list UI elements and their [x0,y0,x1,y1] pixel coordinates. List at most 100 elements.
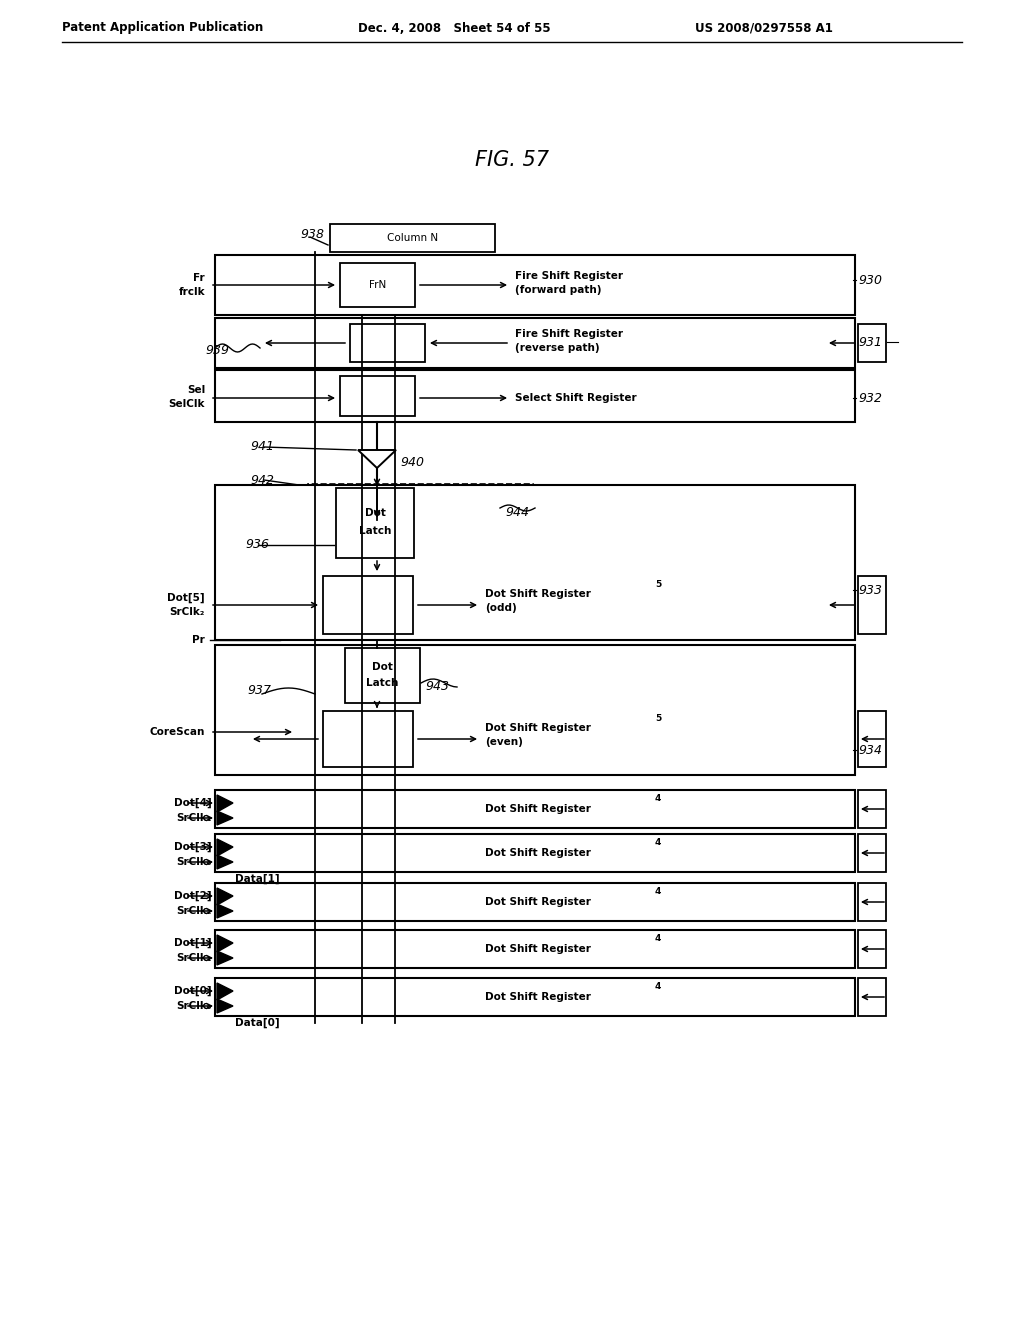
Text: US 2008/0297558 A1: US 2008/0297558 A1 [695,21,833,34]
Text: SrClk₀: SrClk₀ [176,857,212,867]
Text: 931: 931 [858,335,882,348]
Bar [215,789,855,828]
Text: 934: 934 [858,743,882,756]
Polygon shape [217,950,233,965]
Bar [858,711,886,767]
Text: Select Shift Register: Select Shift Register [515,393,637,403]
Bar [215,978,855,1016]
Bar [340,376,415,416]
Bar [308,484,534,618]
Text: 4: 4 [655,838,662,847]
Text: SrClk₀: SrClk₀ [176,1001,212,1011]
Text: 938: 938 [300,228,324,242]
Text: 4: 4 [655,935,662,942]
Bar [336,488,414,558]
Polygon shape [217,795,233,812]
Text: 933: 933 [858,583,882,597]
Text: (odd): (odd) [485,603,517,612]
Text: Dot Shift Register: Dot Shift Register [485,898,591,907]
Text: Pr: Pr [193,635,205,645]
Text: FrN: FrN [369,280,386,290]
Text: SrClk₁: SrClk₁ [176,953,212,964]
Polygon shape [217,888,233,906]
Text: Dot[5]: Dot[5] [167,593,205,603]
Text: Fire Shift Register: Fire Shift Register [515,271,623,281]
Text: Dot[1]: Dot[1] [174,939,212,948]
Text: CoreScan: CoreScan [150,727,205,737]
Text: 932: 932 [858,392,882,404]
Bar [215,318,855,368]
Bar [215,484,855,640]
Text: Dot[4]: Dot[4] [174,797,212,808]
Text: Dot[0]: Dot[0] [174,986,212,997]
Text: Dot Shift Register: Dot Shift Register [485,589,591,599]
Text: SrClk₁: SrClk₁ [176,813,212,822]
Polygon shape [217,935,233,952]
Bar [345,648,420,704]
Text: Dot Shift Register: Dot Shift Register [485,847,591,858]
Text: Fr: Fr [194,273,205,282]
Polygon shape [217,810,233,825]
Text: Dot[2]: Dot[2] [174,891,212,902]
Polygon shape [217,999,233,1012]
Polygon shape [217,855,233,869]
Bar [323,576,413,634]
Bar [340,263,415,308]
Text: Dec. 4, 2008   Sheet 54 of 55: Dec. 4, 2008 Sheet 54 of 55 [358,21,551,34]
Text: Latch: Latch [367,678,398,689]
Text: Column N: Column N [387,234,438,243]
Bar [858,978,886,1016]
Text: (forward path): (forward path) [515,285,601,294]
Text: Fire Shift Register: Fire Shift Register [515,329,623,339]
Text: Dot Shift Register: Dot Shift Register [485,944,591,954]
Text: Data[1]: Data[1] [234,874,280,884]
Bar [215,370,855,422]
Text: 4: 4 [655,887,662,896]
Text: 944: 944 [505,506,529,519]
Text: Dot: Dot [372,661,393,672]
Bar [350,323,425,362]
Text: Dot[3]: Dot[3] [174,842,212,853]
Bar [858,834,886,873]
Bar [215,883,855,921]
Text: Patent Application Publication: Patent Application Publication [62,21,263,34]
Polygon shape [358,450,396,469]
Text: 943: 943 [425,681,449,693]
Bar [330,224,495,252]
Polygon shape [217,983,233,1001]
Bar [858,883,886,921]
Text: 4: 4 [655,982,662,991]
Text: Data[0]: Data[0] [234,1018,280,1028]
Text: Dot Shift Register: Dot Shift Register [485,993,591,1002]
Bar [215,645,855,775]
Text: 5: 5 [655,714,662,723]
Bar [323,711,413,767]
Text: SelClk: SelClk [169,399,205,409]
Text: 4: 4 [655,795,662,803]
Text: SrClk₂: SrClk₂ [170,607,205,616]
Text: 942: 942 [250,474,274,487]
Text: frclk: frclk [178,286,205,297]
Text: Dot Shift Register: Dot Shift Register [485,723,591,733]
Polygon shape [217,904,233,917]
Bar [215,931,855,968]
Bar [215,255,855,315]
Text: Dot: Dot [365,508,385,517]
Text: 939: 939 [205,343,229,356]
Text: 941: 941 [250,441,274,454]
Text: 930: 930 [858,273,882,286]
Bar [215,834,855,873]
Text: Latch: Latch [358,525,391,536]
Text: FIG. 57: FIG. 57 [475,150,549,170]
Text: Dot Shift Register: Dot Shift Register [485,804,591,814]
Bar [858,789,886,828]
Text: 936: 936 [245,539,269,552]
Bar [858,323,886,362]
Bar [858,576,886,634]
Text: Sel: Sel [186,385,205,395]
Text: SrClk₂: SrClk₂ [176,906,212,916]
Polygon shape [217,840,233,855]
Bar [858,931,886,968]
Text: (even): (even) [485,737,523,747]
Text: 5: 5 [655,579,662,589]
